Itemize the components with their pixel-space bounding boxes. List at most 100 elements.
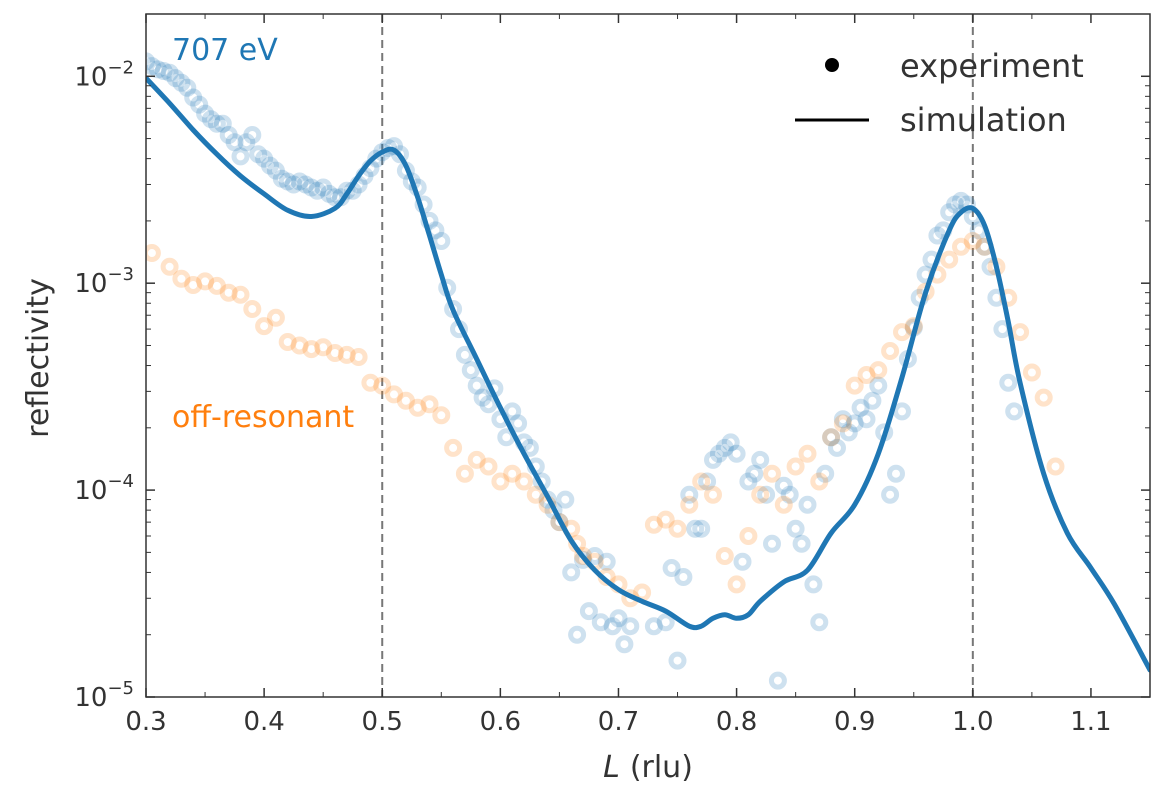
data-point: [420, 395, 439, 414]
data-point: [243, 300, 262, 318]
y-tick-label-exponent: −5: [107, 678, 134, 699]
data-point: [225, 133, 244, 152]
data-point: [432, 406, 451, 425]
data-point: [444, 438, 463, 457]
data-point: [1046, 457, 1065, 476]
data-point: [704, 485, 722, 504]
data-point: [243, 126, 262, 144]
data-point: [455, 464, 474, 483]
data-point: [579, 602, 598, 621]
y-tick-label-base: 10: [74, 269, 107, 299]
legend-label-simulation: simulation: [900, 101, 1067, 139]
data-point: [863, 391, 882, 410]
data-point: [314, 338, 333, 357]
data-point: [822, 428, 841, 447]
data-point: [166, 69, 185, 88]
data-point: [326, 344, 344, 362]
data-point: [385, 385, 403, 404]
y-tick-label-exponent: −3: [107, 264, 134, 285]
data-point: [266, 161, 285, 180]
data-point: [751, 450, 770, 469]
data-point: [1022, 363, 1041, 382]
data-point: [597, 552, 616, 571]
data-point: [290, 336, 309, 355]
data-point: [503, 464, 522, 483]
data-point: [763, 464, 781, 483]
data-point: [146, 52, 155, 71]
plot-frame: [145, 13, 1151, 698]
data-point: [721, 433, 740, 452]
data-point: [780, 485, 799, 504]
data-point: [887, 464, 905, 483]
data-point: [320, 184, 339, 203]
annotation-resonant-energy: 707 eV: [172, 33, 278, 68]
data-point: [568, 625, 587, 644]
x-tick-label: 1.0: [952, 707, 993, 737]
data-point: [745, 464, 764, 483]
data-point: [509, 414, 528, 433]
data-point: [869, 361, 888, 380]
data-point: [461, 361, 480, 380]
data-point: [479, 457, 498, 476]
data-point: [154, 62, 173, 80]
data-point: [467, 376, 486, 395]
data-point: [361, 373, 380, 392]
data-point: [556, 490, 575, 509]
x-tick-label: 0.9: [834, 707, 875, 737]
data-point: [881, 485, 900, 504]
y-tick-label: 10−4: [74, 471, 134, 506]
annotation-off-resonant: off-resonant: [172, 400, 354, 435]
data-point: [308, 181, 327, 200]
data-point: [479, 395, 498, 414]
data-point: [231, 147, 250, 166]
data-point: [526, 485, 545, 504]
y-tick-label-base: 10: [74, 62, 107, 92]
y-tick-label-base: 10: [74, 476, 107, 506]
legend-marker-experiment: [825, 58, 839, 72]
y-tick-label-exponent: −2: [107, 57, 134, 78]
simulation-line: [146, 75, 1150, 673]
data-point: [1011, 323, 1030, 342]
data-point: [786, 519, 805, 538]
data-point: [686, 519, 705, 538]
data-point: [196, 272, 215, 291]
data-point: [255, 149, 274, 168]
x-tick-label: 0.3: [125, 707, 166, 737]
data-point: [845, 414, 864, 433]
data-point: [698, 472, 717, 491]
data-point: [396, 391, 415, 410]
data-point: [591, 613, 610, 632]
data-point: [562, 563, 581, 582]
data-point: [467, 450, 486, 469]
data-point: [290, 172, 309, 191]
legend: experiment simulation: [795, 47, 1084, 139]
data-point: [284, 175, 303, 194]
data-point: [146, 57, 161, 76]
data-point: [833, 414, 852, 433]
data-point: [603, 617, 622, 636]
data-point: [202, 110, 220, 129]
data-point: [680, 485, 699, 504]
x-tick-label: 0.5: [362, 707, 403, 737]
data-point: [668, 519, 687, 538]
data-point: [349, 348, 368, 366]
data-point: [644, 617, 663, 636]
data-point: [881, 342, 900, 360]
experiment-series-0: [146, 52, 1024, 690]
data-point: [839, 423, 858, 442]
data-point: [455, 345, 474, 364]
data-point: [609, 609, 628, 628]
data-point: [845, 376, 864, 395]
data-point: [621, 617, 640, 636]
data-point: [278, 172, 297, 191]
data-point: [148, 60, 167, 79]
plot-area: [146, 14, 1150, 697]
data-point: [491, 472, 510, 491]
data-point: [337, 345, 356, 364]
data-point: [763, 534, 781, 553]
data-point: [278, 333, 297, 351]
y-tick-label: 10−5: [74, 678, 134, 713]
data-point: [644, 515, 663, 534]
data-point: [314, 178, 333, 197]
data-point: [207, 114, 226, 133]
